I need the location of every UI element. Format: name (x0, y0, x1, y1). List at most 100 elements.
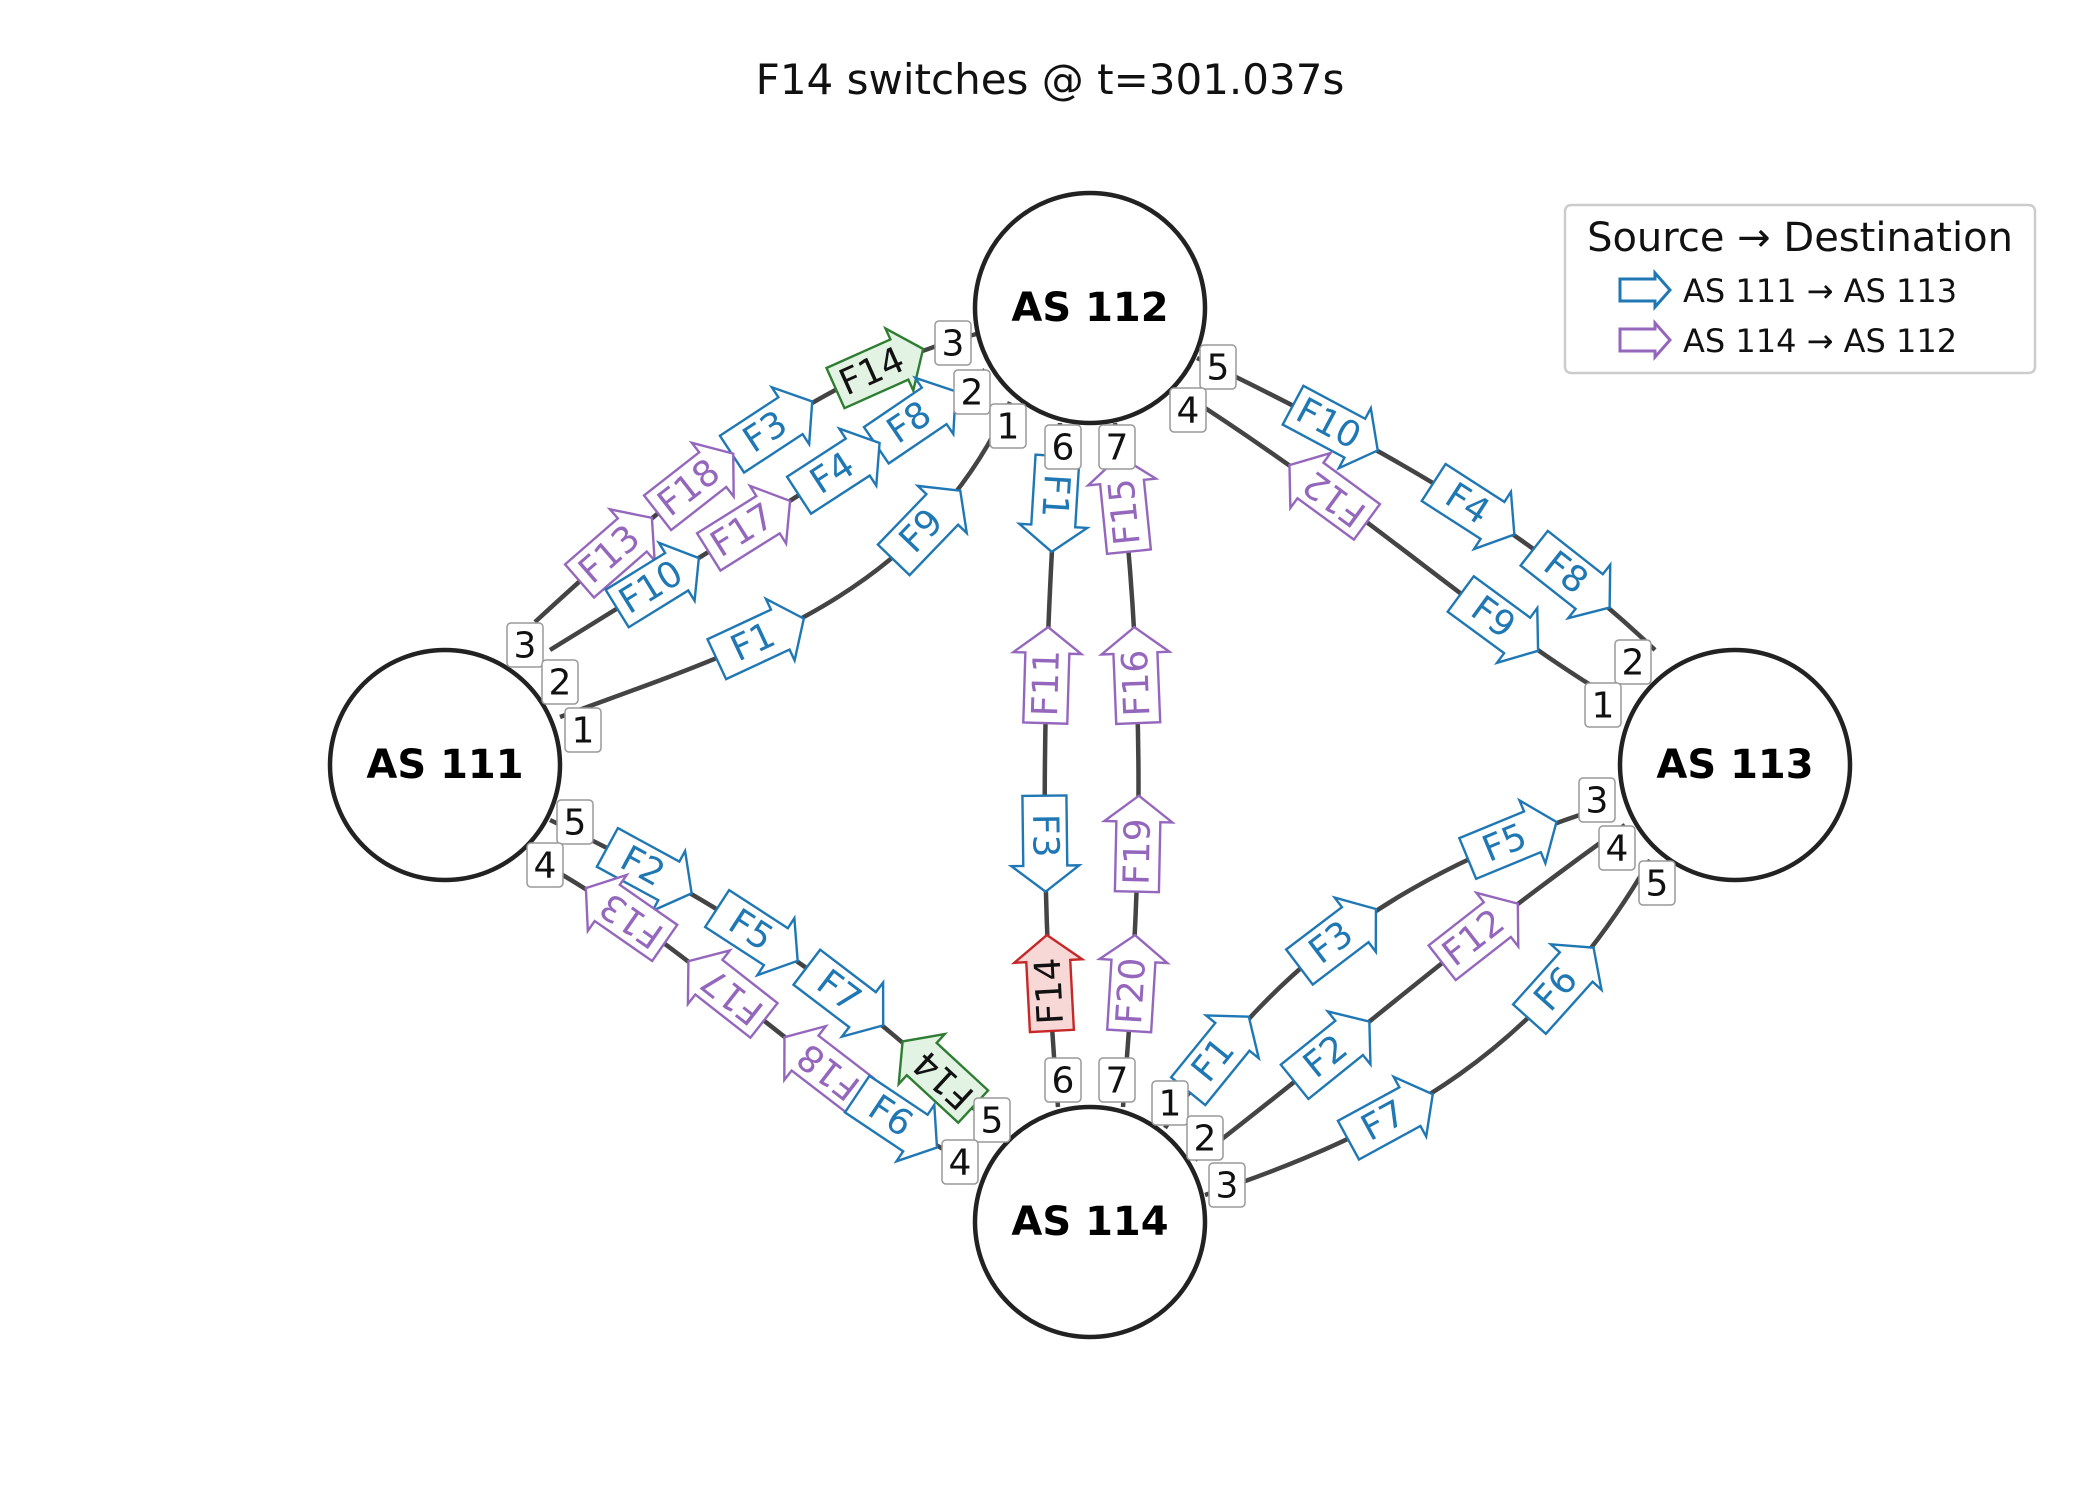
node-circle (1617, 647, 1853, 883)
port-label: 5 (1638, 860, 1676, 906)
port-box (1169, 387, 1207, 433)
port-label: 3 (506, 622, 544, 668)
port-box (1186, 1115, 1224, 1161)
port-box (506, 622, 544, 668)
flow-arrow-shape (1169, 1014, 1261, 1107)
flow-arrow-shape (1457, 797, 1558, 881)
flow-arrow-shape (897, 1032, 990, 1125)
port-number: 3 (514, 626, 537, 667)
flow-arrow-shape (1097, 625, 1173, 726)
port-label: 7 (1098, 424, 1136, 470)
port-box (1044, 1057, 1082, 1103)
port-box (1614, 639, 1652, 685)
flow-arrow-shape (1426, 890, 1520, 982)
legend-arrow-icon (1618, 269, 1673, 311)
port-box (541, 659, 579, 705)
flow-arrow-f9: F9 (1446, 574, 1540, 665)
flow-label: F3 (1024, 814, 1066, 858)
flow-arrow-f1: F1 (705, 596, 806, 681)
port-label: 4 (1598, 825, 1636, 871)
port-box (989, 403, 1027, 449)
flow-arrow-shape (703, 888, 799, 978)
flow-arrow-shape (595, 826, 693, 914)
legend: Source → Destination AS 111 → AS 113 AS 11… (1563, 203, 2037, 375)
node-circle (327, 647, 563, 883)
port-label: 6 (1044, 424, 1082, 470)
flow-arrow-shape (584, 872, 679, 963)
port-number: 4 (1606, 829, 1629, 870)
flow-arrow-f5: F5 (1457, 797, 1558, 881)
port-number: 6 (1052, 1061, 1075, 1102)
port-number: 3 (1586, 781, 1609, 822)
flow-arrow-shape (686, 948, 780, 1040)
flow-arrow-shape (1511, 942, 1604, 1036)
legend-item: AS 111 → AS 113 (1618, 269, 1957, 311)
node-label: AS 112 (1011, 285, 1168, 331)
node-as112: AS 112 (972, 190, 1208, 426)
flow-arrow-shape (843, 1074, 939, 1164)
port-number: 7 (1106, 428, 1129, 469)
flow-arrow-f3: F3 (1284, 895, 1378, 987)
port-number: 1 (997, 407, 1020, 448)
flow-arrow-shape (791, 948, 885, 1039)
port-label: 3 (1578, 777, 1616, 823)
port-number: 3 (1216, 1166, 1239, 1207)
link-as111-as112 (559, 401, 1013, 720)
flow-label: F1 (1033, 473, 1077, 519)
diagram-title: F14 switches @ t=301.037s (755, 55, 1345, 104)
port-box (1584, 682, 1622, 728)
port-number: 5 (981, 1101, 1004, 1142)
flow-arrow-shape (1007, 794, 1083, 894)
flow-arrow-shape (1084, 454, 1160, 556)
port-label: 1 (989, 403, 1027, 449)
port-box (1598, 825, 1636, 871)
flow-arrow-shape (1279, 1009, 1372, 1101)
flow-arrow-f3: F3 (1007, 794, 1083, 894)
port-number: 1 (572, 711, 595, 752)
flow-arrow-shape (1336, 1074, 1435, 1162)
port-label: 7 (1098, 1057, 1136, 1103)
port-box (1098, 424, 1136, 470)
flow-arrow-shape (642, 440, 735, 532)
port-label: 6 (1044, 1057, 1082, 1103)
port-number: 7 (1106, 1061, 1129, 1102)
flow-arrow-f19: F19 (1100, 794, 1176, 894)
flow-arrow-f1: F1 (1015, 453, 1091, 554)
port-label: 5 (973, 1097, 1011, 1143)
port-number: 2 (961, 373, 984, 414)
flow-arrow-shape (783, 1024, 876, 1115)
flow-label: F20 (1109, 957, 1154, 1026)
flow-arrow-f9: F9 (876, 484, 969, 577)
flow-arrow-f14: F14 (824, 325, 925, 410)
flow-label: F16 (1115, 649, 1159, 717)
port-number: 2 (1194, 1119, 1217, 1160)
flow-arrow-f20: F20 (1095, 933, 1171, 1034)
port-label: 2 (1614, 639, 1652, 685)
flow-arrow-shape (876, 484, 969, 577)
port-label: 2 (541, 659, 579, 705)
node-circle (972, 1104, 1208, 1340)
link-as114-as113 (1204, 858, 1652, 1198)
port-number: 1 (1592, 686, 1615, 727)
port-box (973, 1097, 1011, 1143)
port-label: 4 (941, 1139, 979, 1185)
flow-arrow-shape (1518, 529, 1612, 621)
port-number: 3 (942, 324, 965, 365)
node-label: AS 113 (1656, 742, 1813, 788)
flow-arrow-f7: F7 (1336, 1074, 1435, 1162)
port-number: 4 (949, 1143, 972, 1184)
port-label: 1 (1151, 1080, 1189, 1126)
flow-arrow-f14: F14 (1010, 933, 1086, 1034)
flow-label: F11 (1025, 649, 1068, 717)
legend-title: Source → Destination (1587, 215, 2013, 261)
flow-arrow-f11: F11 (1009, 625, 1085, 725)
node-circle (972, 190, 1208, 426)
flow-arrow-shape (1284, 895, 1378, 987)
port-number: 2 (1622, 643, 1645, 684)
flow-arrow-shape (718, 385, 814, 475)
flow-layer: F14F3F18F13F8F4F17F10F9F1F10F4F8F12F9F1F… (563, 325, 1612, 1164)
flow-arrow-shape (785, 426, 881, 516)
flow-arrow-shape (824, 325, 925, 410)
port-label: 2 (1186, 1115, 1224, 1161)
